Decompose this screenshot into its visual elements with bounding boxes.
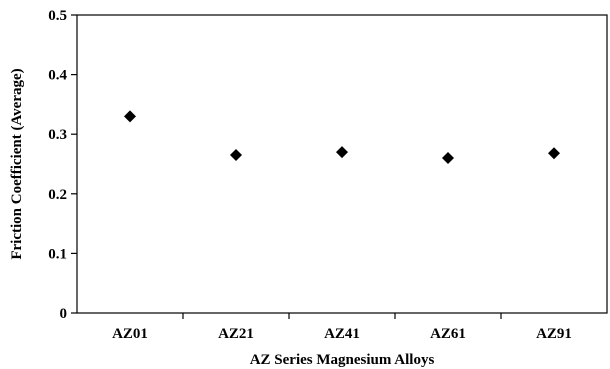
plot-area: [76, 14, 608, 314]
x-tick-label: AZ61: [430, 326, 466, 342]
data-point-az01: [124, 110, 136, 123]
data-point-az21: [230, 149, 242, 162]
x-tick-label: AZ41: [324, 326, 360, 342]
y-tick-label: 0.2: [48, 187, 67, 203]
data-point-az61: [442, 152, 454, 165]
x-axis: AZ01 AZ21 AZ41 AZ61 AZ91: [112, 313, 572, 342]
x-tick-label: AZ21: [218, 326, 254, 342]
x-axis-title: AZ Series Magnesium Alloys: [250, 352, 435, 368]
x-tick-label: AZ91: [536, 326, 572, 342]
y-tick-label: 0.5: [48, 8, 67, 24]
y-axis: 0 0.1 0.2 0.3 0.4 0.5: [48, 8, 77, 322]
y-tick-label: 0.3: [48, 127, 67, 143]
data-points: [124, 110, 560, 165]
y-tick-label: 0: [60, 306, 68, 322]
y-tick-label: 0.1: [48, 246, 67, 262]
data-point-az91: [548, 147, 560, 160]
data-point-az41: [336, 146, 348, 159]
y-axis-title: Friction Coefficient (Average): [9, 68, 25, 259]
x-tick-label: AZ01: [112, 326, 148, 342]
y-tick-label: 0.4: [48, 68, 67, 84]
